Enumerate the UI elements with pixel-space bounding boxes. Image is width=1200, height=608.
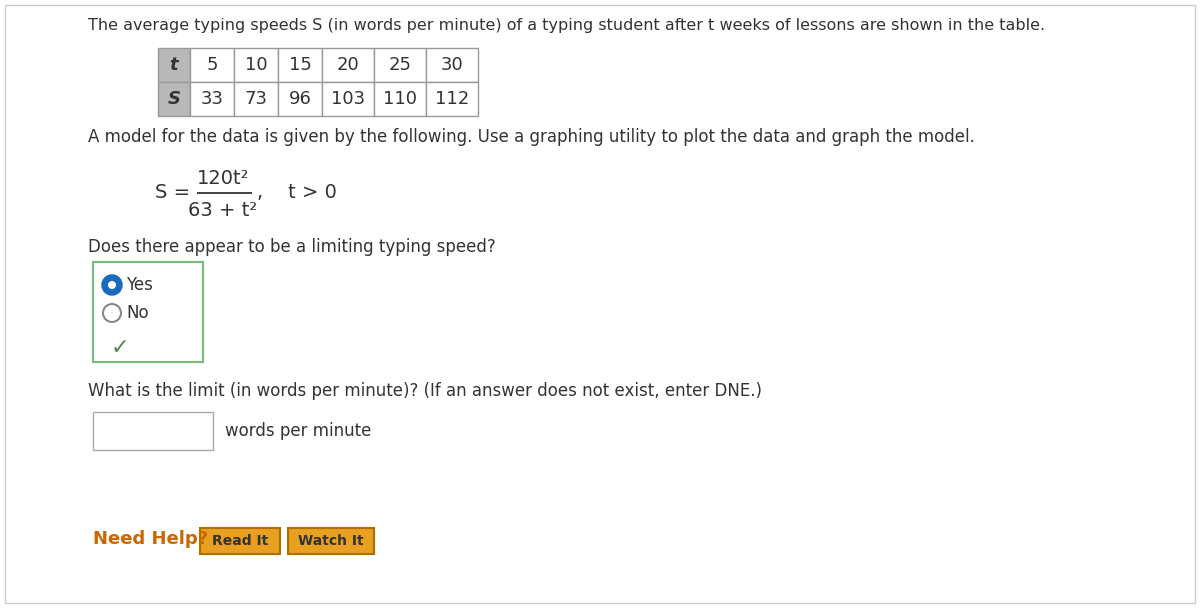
- FancyBboxPatch shape: [94, 262, 203, 362]
- Circle shape: [103, 304, 121, 322]
- Text: 120t²: 120t²: [197, 168, 250, 187]
- Text: No: No: [126, 304, 149, 322]
- Text: 103: 103: [331, 90, 365, 108]
- Text: 110: 110: [383, 90, 418, 108]
- Text: 15: 15: [288, 56, 312, 74]
- Bar: [374, 48, 426, 82]
- Text: 20: 20: [337, 56, 359, 74]
- Text: A model for the data is given by the following. Use a graphing utility to plot t: A model for the data is given by the fol…: [88, 128, 974, 146]
- Bar: [426, 48, 478, 82]
- Text: 5: 5: [206, 56, 217, 74]
- Text: 112: 112: [434, 90, 469, 108]
- Text: Need Help?: Need Help?: [94, 530, 208, 548]
- Bar: [278, 82, 322, 116]
- Text: S: S: [168, 90, 180, 108]
- FancyBboxPatch shape: [94, 412, 214, 450]
- Text: 10: 10: [245, 56, 268, 74]
- FancyBboxPatch shape: [5, 5, 1195, 603]
- Bar: [426, 82, 478, 116]
- Text: The average typing speeds S (in words per minute) of a typing student after t we: The average typing speeds S (in words pe…: [88, 18, 1045, 33]
- Bar: [322, 82, 374, 116]
- Text: ,    t > 0: , t > 0: [257, 184, 337, 202]
- Bar: [190, 48, 234, 82]
- Text: 33: 33: [200, 90, 223, 108]
- Bar: [278, 48, 322, 82]
- FancyBboxPatch shape: [288, 528, 374, 554]
- Circle shape: [103, 276, 121, 294]
- Text: Read It: Read It: [212, 534, 268, 548]
- Text: t: t: [169, 56, 179, 74]
- Bar: [322, 48, 374, 82]
- Bar: [234, 82, 278, 116]
- Text: Does there appear to be a limiting typing speed?: Does there appear to be a limiting typin…: [88, 238, 496, 256]
- Text: 73: 73: [245, 90, 268, 108]
- Text: ✓: ✓: [110, 338, 130, 358]
- Text: 25: 25: [389, 56, 412, 74]
- Text: words per minute: words per minute: [226, 422, 371, 440]
- Bar: [374, 82, 426, 116]
- Text: Watch It: Watch It: [298, 534, 364, 548]
- Bar: [158, 82, 190, 116]
- Text: Yes: Yes: [126, 276, 152, 294]
- Bar: [158, 48, 190, 82]
- Text: 96: 96: [288, 90, 312, 108]
- Bar: [190, 82, 234, 116]
- Bar: [234, 48, 278, 82]
- Circle shape: [108, 281, 116, 289]
- Text: 30: 30: [440, 56, 463, 74]
- Text: What is the limit (in words per minute)? (If an answer does not exist, enter DNE: What is the limit (in words per minute)?…: [88, 382, 762, 400]
- Text: S =: S =: [155, 184, 190, 202]
- FancyBboxPatch shape: [200, 528, 280, 554]
- Text: 63 + t²: 63 + t²: [188, 201, 258, 219]
